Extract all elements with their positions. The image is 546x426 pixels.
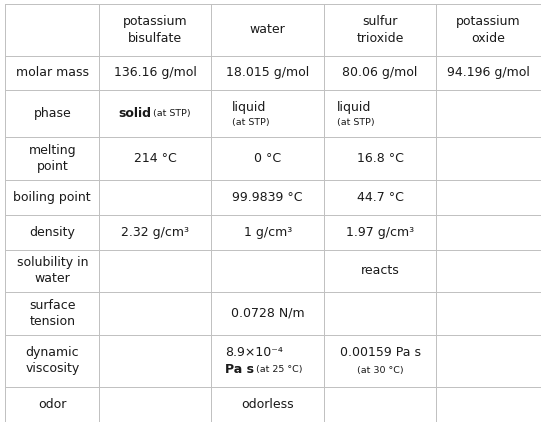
Text: 214 °C: 214 °C xyxy=(134,152,177,165)
Text: sulfur
trioxide: sulfur trioxide xyxy=(357,15,403,45)
Text: water: water xyxy=(250,23,286,36)
Text: solid: solid xyxy=(118,107,151,121)
Text: 2.32 g/cm³: 2.32 g/cm³ xyxy=(121,226,189,239)
Text: 0 °C: 0 °C xyxy=(254,152,281,165)
Text: 18.015 g/mol: 18.015 g/mol xyxy=(226,66,309,80)
Text: 99.9839 °C: 99.9839 °C xyxy=(233,191,303,204)
Text: 94.196 g/mol: 94.196 g/mol xyxy=(447,66,530,80)
Text: liquid: liquid xyxy=(337,101,372,114)
Text: odorless: odorless xyxy=(241,398,294,411)
Text: Pa s: Pa s xyxy=(225,363,254,376)
Text: 8.9×10⁻⁴: 8.9×10⁻⁴ xyxy=(225,346,283,359)
Text: (at STP): (at STP) xyxy=(337,118,375,127)
Text: melting
point: melting point xyxy=(28,144,76,173)
Text: 0.0728 N/m: 0.0728 N/m xyxy=(231,307,305,320)
Text: 16.8 °C: 16.8 °C xyxy=(357,152,403,165)
Text: 44.7 °C: 44.7 °C xyxy=(357,191,403,204)
Text: 0.00159 Pa s: 0.00159 Pa s xyxy=(340,346,420,359)
Text: 80.06 g/mol: 80.06 g/mol xyxy=(342,66,418,80)
Text: surface
tension: surface tension xyxy=(29,299,75,328)
Text: potassium
bisulfate: potassium bisulfate xyxy=(123,15,188,45)
Text: potassium
oxide: potassium oxide xyxy=(456,15,521,45)
Text: liquid: liquid xyxy=(232,101,266,114)
Text: phase: phase xyxy=(33,107,71,121)
Text: (at STP): (at STP) xyxy=(152,109,190,118)
Text: (at STP): (at STP) xyxy=(232,118,269,127)
Text: 136.16 g/mol: 136.16 g/mol xyxy=(114,66,197,80)
Text: (at 30 °C): (at 30 °C) xyxy=(357,366,403,375)
Text: (at 25 °C): (at 25 °C) xyxy=(257,365,303,374)
Text: dynamic
viscosity: dynamic viscosity xyxy=(25,346,79,375)
Text: odor: odor xyxy=(38,398,67,411)
Text: 1 g/cm³: 1 g/cm³ xyxy=(244,226,292,239)
Text: solubility in
water: solubility in water xyxy=(16,256,88,285)
Text: molar mass: molar mass xyxy=(16,66,89,80)
Text: 1.97 g/cm³: 1.97 g/cm³ xyxy=(346,226,414,239)
Text: boiling point: boiling point xyxy=(14,191,91,204)
Text: density: density xyxy=(29,226,75,239)
Text: reacts: reacts xyxy=(361,265,399,277)
